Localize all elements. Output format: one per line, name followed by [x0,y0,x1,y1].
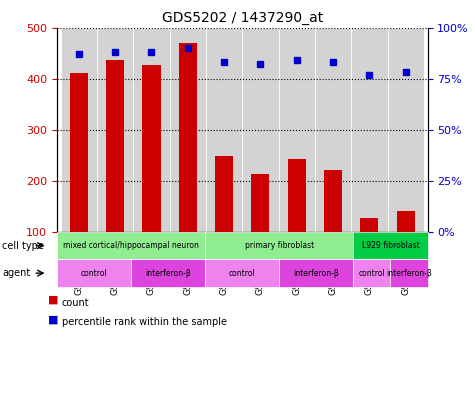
Text: ■: ■ [48,314,58,324]
Text: mixed cortical/hippocampal neuron: mixed cortical/hippocampal neuron [63,241,199,250]
FancyBboxPatch shape [170,28,206,232]
Text: ■: ■ [48,295,58,305]
Bar [142,65,161,232]
FancyBboxPatch shape [388,28,424,232]
Bar [106,60,124,232]
FancyBboxPatch shape [351,28,388,232]
Text: percentile rank within the sample: percentile rank within the sample [62,317,227,327]
Text: cell type: cell type [2,241,44,251]
Text: control: control [359,269,385,277]
FancyBboxPatch shape [242,28,278,232]
Text: control: control [81,269,107,277]
Bar [361,218,379,232]
Text: count: count [62,298,89,308]
Bar [70,73,88,232]
Bar [179,43,197,232]
Bar [397,211,415,232]
FancyBboxPatch shape [278,28,315,232]
Text: interferon-β: interferon-β [386,269,432,277]
FancyBboxPatch shape [315,28,351,232]
Text: L929 fibroblast: L929 fibroblast [361,241,419,250]
Bar [324,170,342,232]
Bar [215,156,233,232]
Text: agent: agent [2,268,30,278]
FancyBboxPatch shape [133,28,170,232]
FancyBboxPatch shape [206,28,242,232]
Text: interferon-β: interferon-β [145,269,191,277]
Text: control: control [229,269,256,277]
Bar [251,174,269,232]
Bar [288,159,306,232]
Text: primary fibroblast: primary fibroblast [245,241,314,250]
FancyBboxPatch shape [61,28,97,232]
Title: GDS5202 / 1437290_at: GDS5202 / 1437290_at [162,11,323,25]
Text: interferon-β: interferon-β [294,269,339,277]
FancyBboxPatch shape [97,28,133,232]
